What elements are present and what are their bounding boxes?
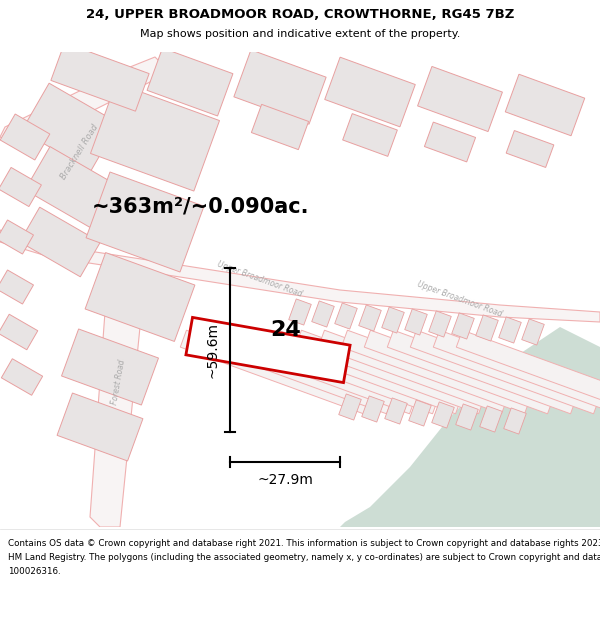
Polygon shape <box>319 330 508 414</box>
Polygon shape <box>325 57 415 127</box>
Text: Upper Broadmoor Road: Upper Broadmoor Road <box>217 259 304 299</box>
Polygon shape <box>186 318 350 382</box>
Polygon shape <box>476 315 498 341</box>
Text: ~59.6m: ~59.6m <box>206 322 220 378</box>
Polygon shape <box>86 172 204 272</box>
Polygon shape <box>456 404 478 430</box>
Polygon shape <box>405 309 427 335</box>
Polygon shape <box>91 83 220 191</box>
Polygon shape <box>343 114 397 156</box>
Polygon shape <box>424 122 476 162</box>
Polygon shape <box>0 220 34 254</box>
Polygon shape <box>51 43 149 111</box>
Polygon shape <box>364 330 554 414</box>
Polygon shape <box>295 330 485 414</box>
Polygon shape <box>341 330 530 414</box>
Polygon shape <box>362 396 384 422</box>
Polygon shape <box>57 393 143 461</box>
Polygon shape <box>0 230 600 322</box>
Polygon shape <box>62 329 158 405</box>
Polygon shape <box>339 394 361 420</box>
Text: 24, UPPER BROADMOOR ROAD, CROWTHORNE, RG45 7BZ: 24, UPPER BROADMOOR ROAD, CROWTHORNE, RG… <box>86 8 514 21</box>
Polygon shape <box>289 299 311 325</box>
Polygon shape <box>203 330 392 414</box>
Polygon shape <box>22 83 118 171</box>
Polygon shape <box>499 317 521 343</box>
Polygon shape <box>410 330 599 414</box>
Polygon shape <box>429 311 451 337</box>
Polygon shape <box>522 319 544 345</box>
Text: Bracknell Road: Bracknell Road <box>59 123 101 181</box>
Polygon shape <box>480 406 502 432</box>
Polygon shape <box>0 168 41 207</box>
Polygon shape <box>506 131 554 168</box>
Polygon shape <box>505 74 585 136</box>
Polygon shape <box>234 50 326 124</box>
Polygon shape <box>335 303 357 329</box>
Polygon shape <box>181 330 370 414</box>
Polygon shape <box>0 57 170 147</box>
Text: 24: 24 <box>271 320 301 340</box>
Polygon shape <box>432 402 454 428</box>
Polygon shape <box>418 66 502 131</box>
Polygon shape <box>250 330 439 414</box>
Polygon shape <box>382 307 404 333</box>
Polygon shape <box>226 330 416 414</box>
Polygon shape <box>20 207 100 277</box>
Text: Upper Broadmoor Road: Upper Broadmoor Road <box>416 279 503 319</box>
Text: ~27.9m: ~27.9m <box>257 473 313 487</box>
Polygon shape <box>457 330 600 414</box>
Polygon shape <box>0 270 34 304</box>
Polygon shape <box>90 307 140 527</box>
Polygon shape <box>1 359 43 395</box>
Text: HM Land Registry. The polygons (including the associated geometry, namely x, y c: HM Land Registry. The polygons (includin… <box>8 553 600 562</box>
Polygon shape <box>0 114 50 160</box>
Polygon shape <box>251 104 308 149</box>
Polygon shape <box>147 48 233 116</box>
Polygon shape <box>340 327 600 527</box>
Text: 100026316.: 100026316. <box>8 567 61 576</box>
Polygon shape <box>504 408 526 434</box>
Polygon shape <box>85 253 195 341</box>
Polygon shape <box>359 305 381 331</box>
Polygon shape <box>388 330 577 414</box>
Polygon shape <box>0 314 38 350</box>
Polygon shape <box>409 400 431 426</box>
Polygon shape <box>272 330 461 414</box>
Text: Contains OS data © Crown copyright and database right 2021. This information is : Contains OS data © Crown copyright and d… <box>8 539 600 548</box>
Text: Forest Road: Forest Road <box>110 359 127 405</box>
Polygon shape <box>433 330 600 414</box>
Text: Map shows position and indicative extent of the property.: Map shows position and indicative extent… <box>140 29 460 39</box>
Polygon shape <box>452 313 474 339</box>
Polygon shape <box>25 147 115 228</box>
Polygon shape <box>385 398 407 424</box>
Text: ~363m²/~0.090ac.: ~363m²/~0.090ac. <box>91 197 309 217</box>
Polygon shape <box>312 301 334 327</box>
